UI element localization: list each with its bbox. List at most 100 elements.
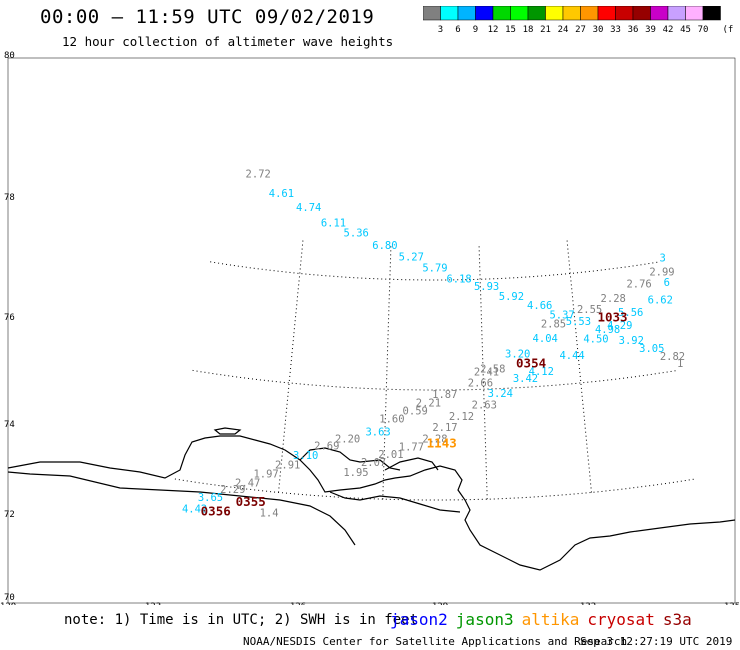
colorbar-label: 39	[645, 25, 656, 35]
wave-height-label: 3	[660, 252, 666, 264]
wave-height-label: 6.80	[372, 240, 397, 252]
satellite-name: jason3	[455, 610, 514, 629]
wave-height-label: 4.61	[269, 188, 294, 200]
coastline-segment	[299, 447, 401, 471]
colorbar-label: 6	[455, 25, 460, 35]
colorbar-label: 9	[473, 25, 478, 35]
wave-height-label: 5.37	[549, 309, 574, 321]
wave-height-label: 2.55	[577, 304, 602, 316]
wave-height-label: 5.53	[566, 316, 591, 328]
wave-height-label: 2.17	[432, 422, 457, 434]
satellite-name: s3a	[662, 610, 692, 629]
wave-height-label: 4.04	[533, 333, 558, 345]
wave-height-label: 2.66	[468, 378, 493, 390]
wave-height-label: 3.42	[513, 373, 538, 385]
wave-height-label: 2.99	[649, 266, 674, 278]
wave-height-label: 1.95	[343, 467, 368, 479]
colorbar-label: 45	[680, 25, 691, 35]
wave-height-label: 2.76	[626, 278, 651, 290]
colorbar-label: 24	[558, 25, 569, 35]
footer-timestamp: Sep 3 12:27:19 UTC 2019	[580, 635, 733, 648]
wave-height-label: 2.72	[246, 168, 271, 180]
wave-height-label: 3.24	[488, 388, 513, 400]
colorbar-label: 21	[540, 25, 551, 35]
note-text: note: 1) Time is in UTC; 2) SWH is in fe…	[64, 612, 419, 628]
wave-height-label: 2.07	[361, 457, 386, 469]
wave-height-label: 3.20	[505, 348, 530, 360]
wave-height-label: 4.29	[607, 320, 632, 332]
meridian-line	[566, 240, 592, 493]
wave-height-label: 5.36	[344, 228, 369, 240]
colorbar-label: 36	[628, 25, 639, 35]
axis-labels: 120 123 126 129 132 135 80 78 76 74 72 70	[0, 51, 740, 605]
wave-height-label: 4.66	[527, 300, 552, 312]
wave-height-label: 6.62	[648, 295, 673, 307]
wave-height-label: 0.59	[403, 406, 428, 418]
wave-height-label: 2.20	[335, 434, 360, 446]
lon-tick-label: 120	[0, 602, 16, 605]
pass-time-label: 1033	[597, 309, 627, 324]
colorbar-label: 42	[663, 25, 674, 35]
satellite-name: cryosat	[587, 610, 655, 629]
satellite-name: altika	[521, 610, 580, 629]
wave-height-values: 2.72 4.614.746.115.366.805.275.796.185.93…	[182, 168, 685, 519]
wave-height-label: 5.92	[499, 291, 524, 303]
chart-title: 00:00 – 11:59 UTC 09/02/2019	[40, 6, 375, 28]
wave-height-label: 4.44	[559, 350, 584, 362]
wave-height-label: 2.69	[314, 441, 339, 453]
lat-tick-label: 80	[4, 51, 15, 61]
wave-height-label: 1	[677, 358, 683, 370]
lon-tick-label: 132	[580, 602, 596, 605]
coastline-segment	[329, 491, 461, 513]
lon-tick-label: 135	[724, 602, 740, 605]
wave-height-label: 2.28	[422, 433, 447, 445]
wave-height-label: 2.28	[601, 293, 626, 305]
wave-height-label: 3.92	[619, 335, 644, 347]
lat-tick-label: 70	[4, 593, 15, 603]
wave-height-label: 2.63	[472, 400, 497, 412]
colorbar-label: 70	[698, 25, 709, 35]
wave-height-label: 1.77	[399, 441, 424, 453]
wave-height-label: 2.85	[541, 318, 566, 330]
footer-credit: NOAA/NESDIS Center for Satellite Applica…	[243, 635, 628, 648]
wave-height-label: 1.4	[260, 507, 279, 519]
wave-height-label: 3.65	[198, 492, 223, 504]
wave-height-label: 5.79	[422, 263, 447, 275]
colorbar-label: 3	[438, 25, 443, 35]
wave-height-label: 3.63	[365, 427, 390, 439]
wave-height-label: 5.56	[618, 307, 643, 319]
wave-height-label: 5.27	[399, 252, 424, 264]
wave-height-label: 6.11	[321, 218, 346, 230]
wave-height-label: 2.91	[275, 459, 300, 471]
wave-height-label: 2.58	[480, 363, 505, 375]
wave-height-label: 1.97	[253, 468, 278, 480]
wave-height-label: 6.18	[446, 274, 471, 286]
wave-height-label: 2.01	[378, 449, 403, 461]
chart-subtitle: 12 hour collection of altimeter wave hei…	[62, 34, 394, 49]
wave-height-map: 120123126129132135807876747270 2.724.614…	[0, 51, 740, 605]
wave-height-label: 2.41	[474, 366, 499, 378]
lat-tick-label: 78	[4, 193, 15, 203]
colorbar-swatch	[702, 6, 721, 21]
colorbar-label: 30	[593, 25, 604, 35]
lon-tick-label: 123	[145, 602, 161, 605]
map-frame	[7, 57, 736, 604]
wave-height-label: 5.93	[474, 281, 499, 293]
coastline-segment	[7, 435, 736, 571]
wave-height-label: 3.10	[293, 450, 318, 462]
wave-height-label: 2.21	[416, 398, 441, 410]
wave-height-label: 4.42	[182, 504, 207, 516]
wave-height-label: 2.82	[660, 351, 685, 363]
pass-time-label: 0355	[236, 494, 266, 509]
colorbar-label: 27	[575, 25, 586, 35]
colorbar-unit: (ft)	[723, 25, 734, 35]
coastline	[7, 427, 736, 571]
wave-height-label: 1.87	[432, 389, 457, 401]
wave-height-label: 2.12	[449, 411, 474, 423]
wave-height-label: 4.98	[595, 324, 620, 336]
colorbar-label: 33	[610, 25, 621, 35]
lat-tick-label: 72	[4, 510, 15, 520]
coastline-segment	[384, 457, 439, 471]
coastline-segment	[7, 471, 356, 546]
